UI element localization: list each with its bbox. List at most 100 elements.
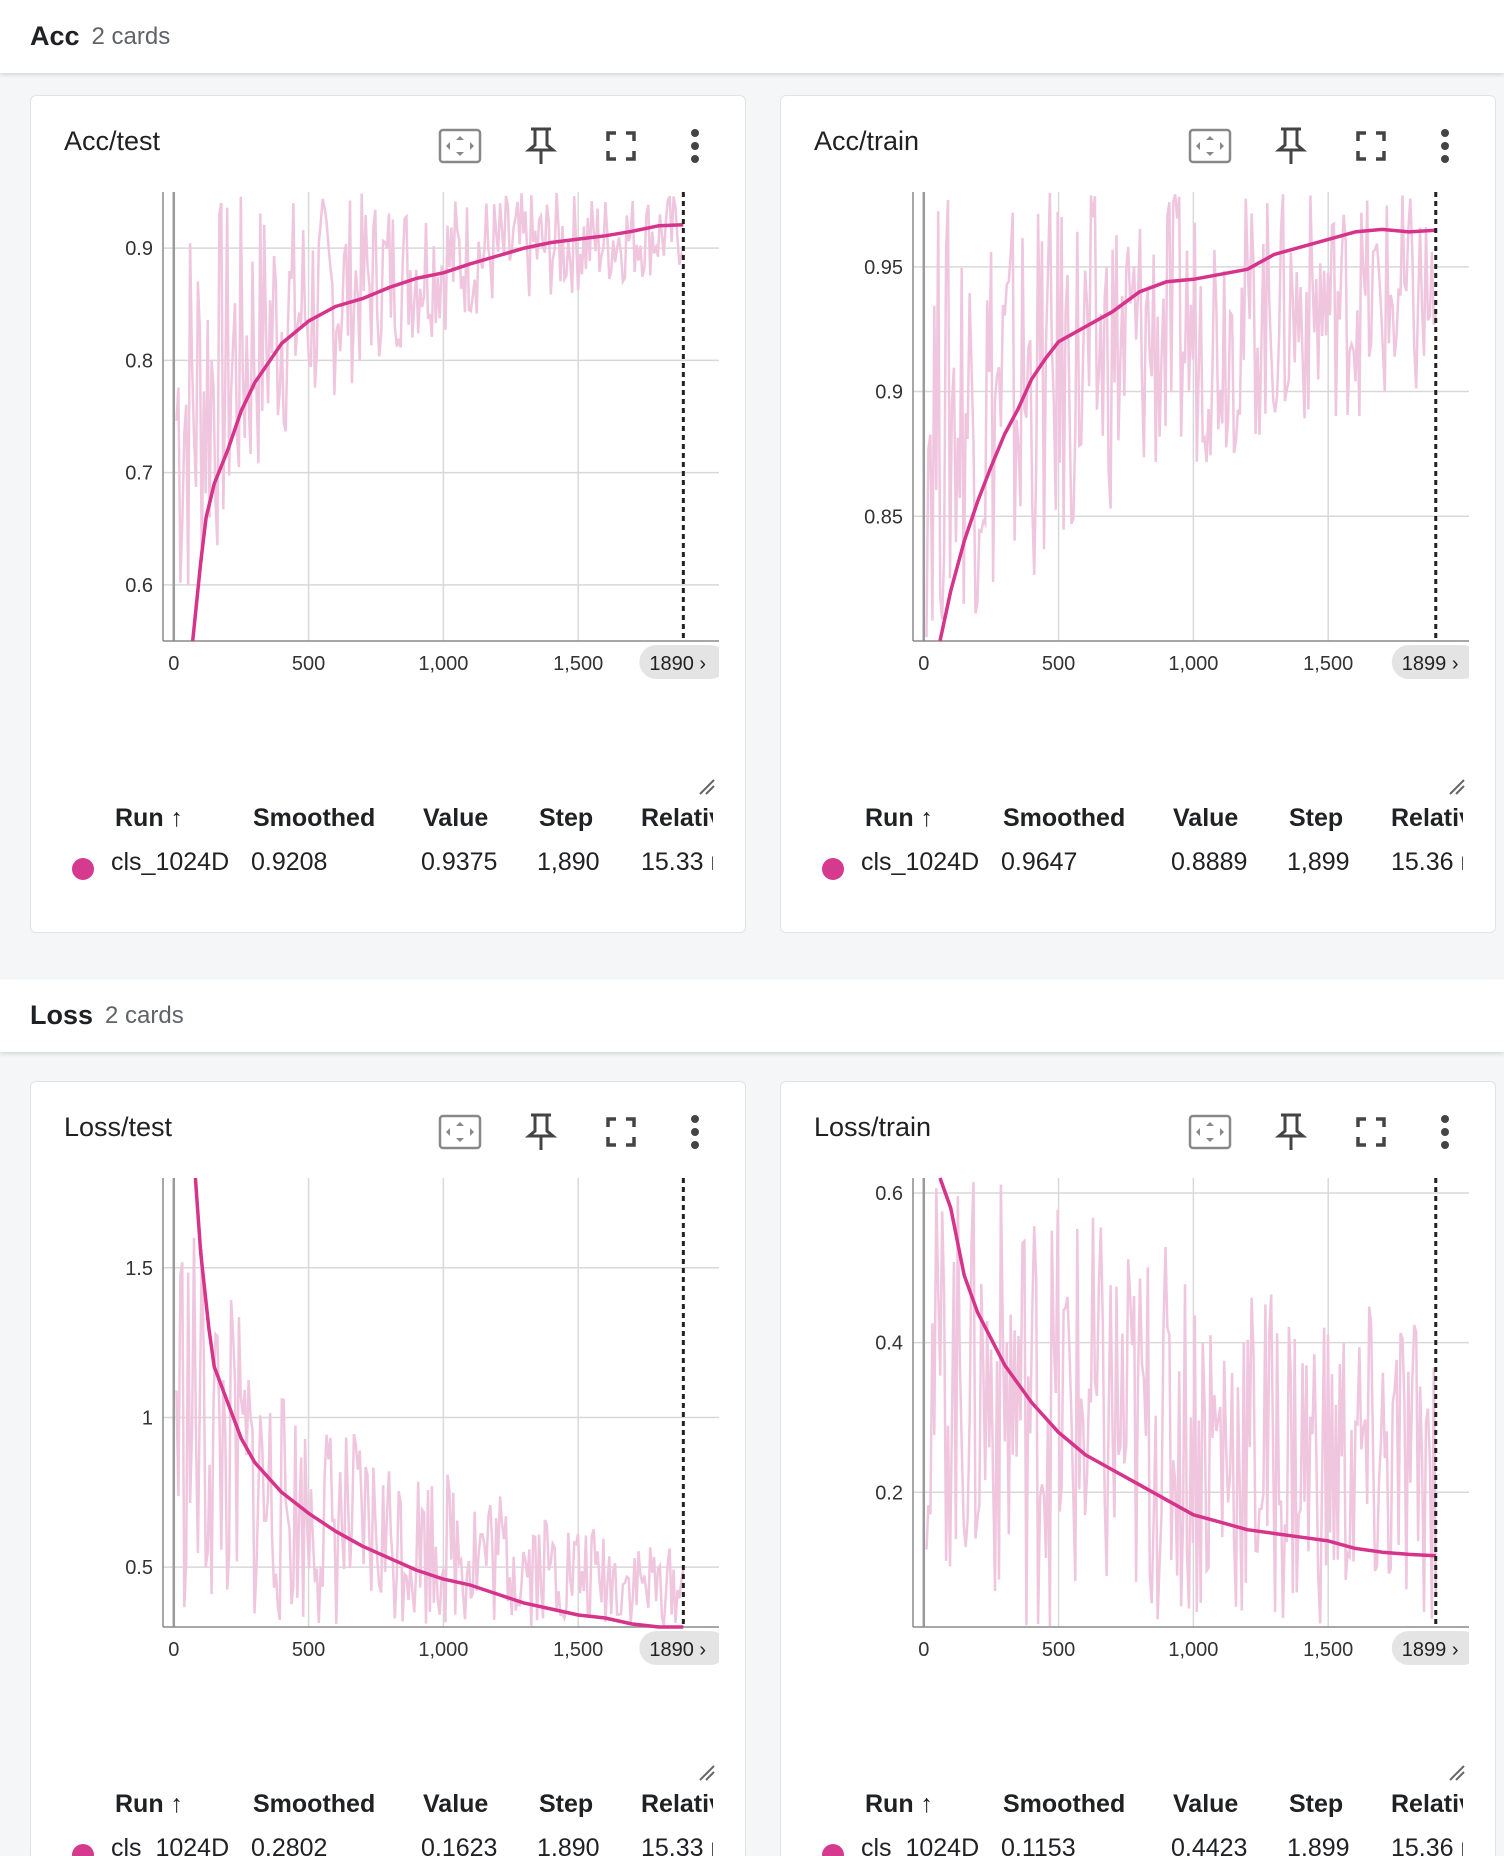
step-pill [1391,1631,1480,1665]
step-cursor-label: 1899 › [1391,645,1480,679]
raw-series-line [175,192,685,586]
more-vert-icon[interactable] [671,122,719,170]
x-tick-label: 1,500 [1303,653,1353,675]
column-smoothed[interactable]: Smoothed [253,804,376,832]
pin-icon[interactable] [517,122,565,170]
fullscreen-icon[interactable] [597,122,645,170]
step-pill-text: 1890 › [649,1639,706,1661]
step-cursor-label: 1890 › [639,1631,728,1665]
run-name: cls_1024D [861,1834,980,1856]
resize-handle-icon[interactable] [1446,1762,1466,1782]
fullscreen-icon[interactable] [597,1108,645,1156]
column-run[interactable]: Run ↑ [115,1790,184,1818]
column-run[interactable]: Run ↑ [115,804,184,832]
column-value[interactable]: Value [1173,1790,1239,1818]
column-step[interactable]: Step [539,1790,594,1818]
y-tick-label: 0.2 [875,1482,903,1504]
data-table-header: Run ↑ Smoothed Value Step Relative [781,804,1495,844]
clip-mask [719,643,745,683]
data-table-header: Run ↑ Smoothed Value Step Relative [31,804,745,844]
x-tick-label: 0 [918,653,929,675]
scalar-card: 0.5 1 1.5 0 500 1,000 1,500 1890 › Loss/test Ru… [30,1081,746,1856]
smoothed-series-line [190,223,684,642]
clip-mask [1469,643,1495,683]
card-title: Loss/train [814,1112,932,1142]
fullscreen-icon[interactable] [1347,1108,1395,1156]
column-value[interactable]: Value [1173,804,1239,832]
column-relative[interactable]: Relative [641,804,713,832]
column-value[interactable]: Value [423,1790,489,1818]
card-title: Loss/test [64,1112,173,1142]
raw-series-line [925,192,1438,638]
column-relative[interactable]: Relative [1391,1790,1463,1818]
clip-mask [1469,1629,1495,1669]
column-step[interactable]: Step [539,804,594,832]
relative-time: 15.33 min [641,848,713,876]
column-relative[interactable]: Relative [1391,804,1463,832]
group-count: 2 cards [105,1001,184,1029]
x-tick-label: 1,000 [418,1639,468,1661]
y-tick-label: 1 [142,1407,153,1429]
fit-domain-icon[interactable] [436,122,484,170]
x-tick-label: 500 [1042,1639,1075,1661]
group-title: Loss [30,1000,94,1030]
smoothed-series-line [938,227,1436,642]
column-step[interactable]: Step [1289,1790,1344,1818]
step-pill [639,1631,728,1665]
relative-time: 15.33 min [641,1834,713,1856]
clip-mask [719,1629,745,1669]
column-smoothed[interactable]: Smoothed [1003,1790,1126,1818]
column-smoothed[interactable]: Smoothed [1003,804,1126,832]
more-vert-icon[interactable] [1421,122,1469,170]
y-tick-label: 0.95 [864,257,903,279]
raw-series-line [175,1237,685,1626]
column-run[interactable]: Run ↑ [865,804,934,832]
column-step[interactable]: Step [1289,804,1344,832]
pin-icon[interactable] [1267,1108,1315,1156]
fit-domain-icon[interactable] [436,1108,484,1156]
y-tick-label: 0.6 [875,1183,903,1205]
step-value: 1,890 [537,848,600,876]
resize-handle-icon[interactable] [696,1762,716,1782]
scalar-card: 0.6 0.7 0.8 0.9 0 500 1,000 1,500 1890 › Acc/tes… [30,95,746,933]
y-tick-label: 0.5 [125,1557,153,1579]
relative-time: 15.36 min [1391,1834,1463,1856]
line-chart[interactable]: 0.5 1 1.5 0 500 1,000 1,500 1890 › [31,1082,746,1702]
pin-icon[interactable] [517,1108,565,1156]
fit-domain-icon[interactable] [1186,1108,1234,1156]
more-vert-icon[interactable] [671,1108,719,1156]
column-relative[interactable]: Relative [641,1790,713,1818]
y-tick-label: 0.6 [125,575,153,597]
column-value[interactable]: Value [423,804,489,832]
x-tick-label: 1,000 [1168,653,1218,675]
column-smoothed[interactable]: Smoothed [253,1790,376,1818]
fit-domain-icon[interactable] [1186,122,1234,170]
data-table-header: Run ↑ Smoothed Value Step Relative [31,1790,745,1830]
resize-handle-icon[interactable] [696,776,716,796]
smoothed-value: 0.9208 [251,848,328,876]
run-color-swatch [72,858,94,880]
pin-icon[interactable] [1267,122,1315,170]
line-chart[interactable]: 0.85 0.9 0.95 0 500 1,000 1,500 1899 › [781,96,1496,716]
run-color-swatch [822,1844,844,1856]
smoothed-series-line [938,1177,1436,1558]
group-count: 2 cards [91,22,171,50]
line-chart[interactable]: 0.2 0.4 0.6 0 500 1,000 1,500 1899 › [781,1082,1496,1702]
run-name: cls_1024D [111,848,230,876]
step-pill-text: 1890 › [649,653,706,675]
x-tick-label: 0 [168,653,179,675]
more-vert-icon[interactable] [1421,1108,1469,1156]
column-run[interactable]: Run ↑ [865,1790,934,1818]
fullscreen-icon[interactable] [1347,122,1395,170]
x-tick-label: 1,500 [553,1639,603,1661]
line-chart[interactable]: 0.6 0.7 0.8 0.9 0 500 1,000 1,500 1890 › [31,96,746,716]
raw-value: 0.4423 [1171,1834,1248,1856]
smoothed-value: 0.1153 [1001,1834,1076,1856]
x-tick-label: 1,000 [418,653,468,675]
table-row: cls_1024D 0.9647 0.8889 1,899 15.36 min [781,848,1495,888]
x-tick-label: 500 [292,1639,325,1661]
group-title: Acc [30,21,80,51]
run-name: cls_1024D [861,848,980,876]
y-tick-label: 0.8 [125,350,153,372]
resize-handle-icon[interactable] [1446,776,1466,796]
